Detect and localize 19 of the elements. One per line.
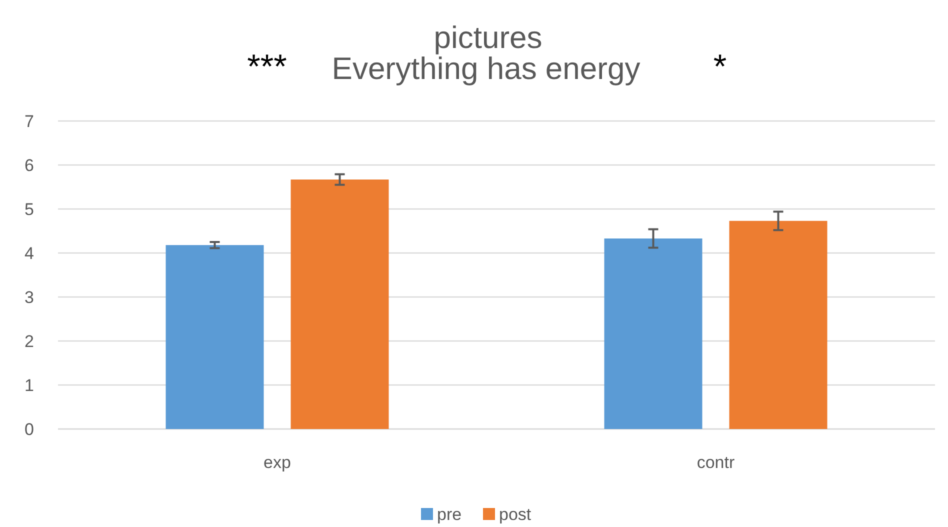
y-tick-label: 5 xyxy=(24,200,34,219)
bar xyxy=(729,220,828,429)
x-tick-label: exp xyxy=(264,453,291,472)
legend-label: pre xyxy=(437,504,462,524)
y-tick-label: 3 xyxy=(24,288,34,307)
bar xyxy=(290,180,389,429)
chart-title: pictures xyxy=(434,20,542,55)
y-tick-label: 4 xyxy=(24,244,34,263)
y-tick-label: 7 xyxy=(24,112,34,131)
y-tick-label: 0 xyxy=(24,420,34,439)
legend-label: post xyxy=(499,504,532,524)
text: * xyxy=(713,48,727,86)
bar xyxy=(604,238,702,429)
text: *** xyxy=(247,48,287,86)
x-tick-label: contr xyxy=(696,453,735,472)
y-tick-label: 1 xyxy=(24,376,34,395)
y-tick-label: 2 xyxy=(24,332,34,351)
bar xyxy=(166,245,264,429)
y-tick-label: 6 xyxy=(24,156,34,175)
